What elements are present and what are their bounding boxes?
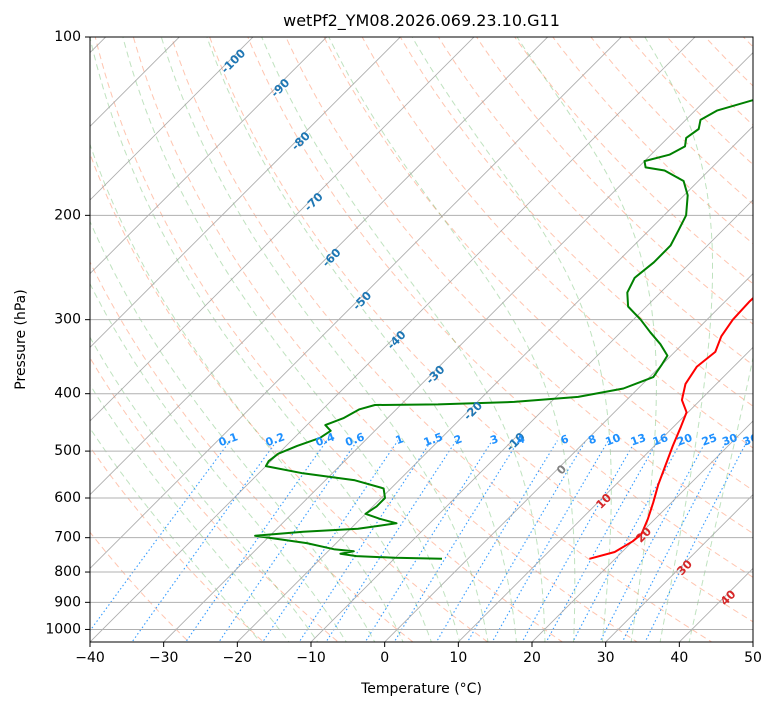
y-axis-label: Pressure (hPa) — [13, 289, 29, 389]
isotherm-line — [0, 10, 59, 654]
x-axis: −40 −30 −20 −10 0 10 20 30 40 50 — [75, 642, 762, 666]
y-axis: 100 200 300 400 500 600 700 800 900 1000 — [45, 29, 90, 637]
x-tick-label: 0 — [380, 650, 389, 666]
y-tick-label: 200 — [54, 207, 81, 223]
x-tick-label: −30 — [149, 650, 179, 666]
x-tick-label: 40 — [670, 650, 688, 666]
y-tick-label: 100 — [54, 29, 81, 45]
x-tick-label: 10 — [449, 650, 467, 666]
x-tick-label: −40 — [75, 650, 105, 666]
y-tick-label: 500 — [54, 443, 81, 459]
dry-adiabat — [771, 26, 775, 654]
x-tick-label: −10 — [296, 650, 326, 666]
y-tick-label: 700 — [54, 530, 81, 546]
x-tick-label: −20 — [223, 650, 253, 666]
y-tick-label: 400 — [54, 386, 81, 402]
x-axis-label: Temperature (°C) — [360, 681, 482, 697]
chart-title: wetPf2_YM08.2026.069.23.10.G11 — [283, 11, 560, 31]
x-tick-label: 50 — [744, 650, 762, 666]
y-tick-label: 900 — [54, 594, 81, 610]
x-tick-label: 20 — [523, 650, 541, 666]
x-tick-label: 30 — [597, 650, 615, 666]
y-tick-label: 800 — [54, 564, 81, 580]
y-tick-label: 300 — [54, 312, 81, 328]
y-tick-label: 1000 — [45, 621, 81, 637]
y-tick-label: 600 — [54, 490, 81, 506]
